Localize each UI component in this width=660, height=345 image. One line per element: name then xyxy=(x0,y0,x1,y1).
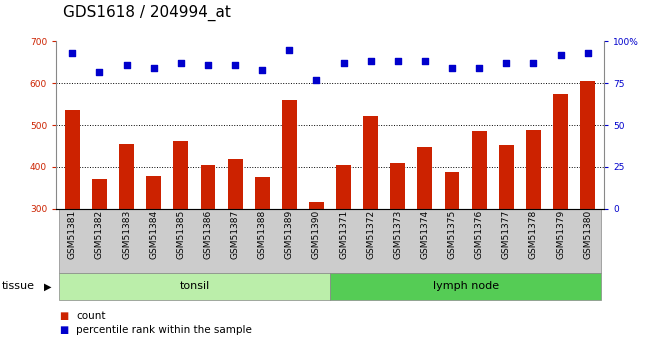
Text: count: count xyxy=(76,311,106,321)
Bar xyxy=(336,165,351,334)
Bar xyxy=(526,130,541,334)
Bar xyxy=(309,203,324,334)
Text: tonsil: tonsil xyxy=(180,282,209,291)
Text: GDS1618 / 204994_at: GDS1618 / 204994_at xyxy=(63,4,230,21)
Bar xyxy=(228,158,242,334)
Bar xyxy=(65,110,80,334)
Point xyxy=(528,60,539,66)
Bar xyxy=(201,165,215,334)
Bar xyxy=(580,81,595,334)
Point xyxy=(393,59,403,64)
Bar xyxy=(445,172,459,334)
Bar xyxy=(92,179,107,334)
Bar xyxy=(255,177,270,334)
Point xyxy=(284,47,294,52)
Point xyxy=(176,60,186,66)
Bar xyxy=(553,94,568,334)
Point xyxy=(447,66,457,71)
Point xyxy=(94,69,105,74)
Text: ■: ■ xyxy=(59,311,69,321)
Point xyxy=(501,60,512,66)
Text: lymph node: lymph node xyxy=(432,282,499,291)
Text: ▶: ▶ xyxy=(44,282,51,291)
Point xyxy=(148,66,159,71)
Bar xyxy=(499,145,513,334)
Bar xyxy=(472,130,486,334)
Point xyxy=(474,66,484,71)
Bar xyxy=(390,163,405,334)
Text: ■: ■ xyxy=(59,325,69,335)
Bar xyxy=(147,176,161,334)
Point xyxy=(339,60,349,66)
Bar xyxy=(174,141,188,334)
Point xyxy=(230,62,240,68)
Bar xyxy=(418,147,432,334)
Point xyxy=(582,50,593,56)
Text: percentile rank within the sample: percentile rank within the sample xyxy=(76,325,251,335)
Bar xyxy=(282,100,297,334)
Point xyxy=(257,67,267,72)
Bar xyxy=(119,144,134,334)
Point xyxy=(203,62,213,68)
Text: tissue: tissue xyxy=(2,282,35,291)
Point xyxy=(555,52,566,58)
Point xyxy=(121,62,132,68)
Bar xyxy=(363,116,378,334)
Point xyxy=(366,59,376,64)
Point xyxy=(67,50,78,56)
Point xyxy=(311,77,321,83)
Point xyxy=(420,59,430,64)
